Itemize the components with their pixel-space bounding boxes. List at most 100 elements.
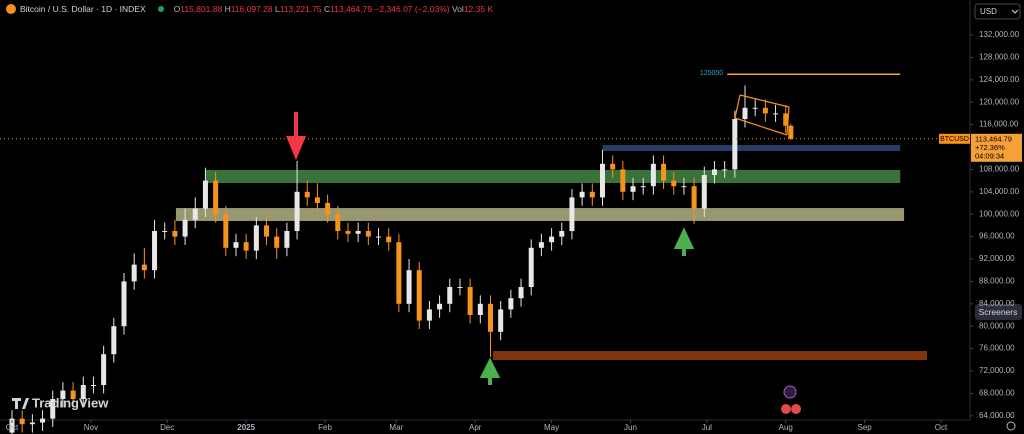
candle-body bbox=[396, 242, 402, 304]
y-tick-label: 128,000.00 bbox=[979, 53, 1020, 62]
currency-button[interactable] bbox=[974, 3, 1021, 20]
candle-body bbox=[426, 309, 432, 321]
level-label: 125000 bbox=[700, 70, 723, 77]
candles bbox=[9, 85, 794, 434]
event-icon[interactable] bbox=[791, 404, 801, 414]
candle-body bbox=[620, 169, 626, 192]
ohlc: O115,801.88 H116,097.28 L113,221.75 C113… bbox=[174, 4, 493, 14]
y-tick-label: 120,000.00 bbox=[979, 97, 1020, 106]
price-tag-countdown: 04:09:34 bbox=[975, 151, 1004, 160]
candle-body bbox=[610, 163, 616, 170]
y-tick-label: 132,000.00 bbox=[979, 30, 1020, 39]
candle-body bbox=[355, 231, 361, 234]
candle-body bbox=[172, 231, 178, 237]
flag-pattern bbox=[734, 94, 790, 136]
x-tick-label: Feb bbox=[318, 423, 332, 432]
field-value: 113,464.79 bbox=[330, 4, 373, 14]
candle-body bbox=[538, 242, 544, 248]
candle-body bbox=[223, 214, 229, 248]
y-tick-label: 80,000.00 bbox=[979, 321, 1015, 330]
volume-value: 12.35 K bbox=[463, 4, 494, 14]
currency-label: USD bbox=[980, 7, 997, 16]
candle-body bbox=[589, 191, 595, 198]
event-icon[interactable] bbox=[783, 385, 797, 399]
candle-body bbox=[742, 107, 748, 119]
x-tick-label: 2025 bbox=[237, 423, 255, 432]
event-icon[interactable] bbox=[781, 404, 791, 414]
candle-body bbox=[274, 236, 280, 248]
zones bbox=[175, 144, 927, 361]
price-tag-label: 113,464.79 bbox=[975, 134, 1012, 143]
candle-body bbox=[60, 390, 66, 399]
candle-body bbox=[264, 225, 270, 237]
candle-body bbox=[762, 107, 768, 114]
field-value: 116,097.28 bbox=[230, 4, 273, 14]
symbol-icon bbox=[6, 4, 16, 14]
candle-body bbox=[335, 214, 341, 231]
candle-body bbox=[121, 281, 127, 327]
candle-body bbox=[773, 113, 779, 115]
y-tick-label: 116,000.00 bbox=[979, 120, 1019, 129]
logo-mark bbox=[12, 398, 29, 409]
field-value: 113,221.75 bbox=[279, 4, 322, 14]
candle-body bbox=[253, 225, 259, 251]
candle-body bbox=[457, 287, 463, 288]
candle-body bbox=[518, 287, 524, 299]
candle-body bbox=[661, 163, 667, 181]
candle-body bbox=[386, 236, 392, 243]
candle-body bbox=[202, 180, 208, 209]
x-tick-label: Jul bbox=[702, 423, 712, 432]
candle-body bbox=[284, 231, 290, 248]
x-tick-label: Aug bbox=[779, 423, 793, 432]
candle-body bbox=[722, 169, 728, 171]
candle-body bbox=[701, 175, 707, 209]
candle-body bbox=[406, 270, 412, 304]
x-tick-label: Oct bbox=[6, 423, 19, 432]
screeners-button[interactable] bbox=[975, 304, 1022, 320]
candle-body bbox=[650, 163, 656, 187]
change: −2,346.07 (−2.03%) bbox=[374, 4, 450, 14]
candle-body bbox=[467, 287, 473, 315]
up-arrow bbox=[479, 357, 501, 385]
candle-body bbox=[345, 231, 351, 234]
field-key: H bbox=[224, 4, 231, 14]
candle-body bbox=[788, 125, 794, 139]
candle-body bbox=[477, 303, 483, 315]
symbol-tag-label: BTCUSD bbox=[940, 136, 969, 143]
candle-body bbox=[50, 399, 56, 419]
candle-body bbox=[19, 418, 25, 425]
candle-body bbox=[416, 270, 422, 321]
candle-body bbox=[304, 191, 310, 198]
down-arrow bbox=[286, 112, 306, 161]
y-tick-label: 72,000.00 bbox=[979, 366, 1015, 375]
candle-body bbox=[528, 247, 534, 287]
field-value: 115,801.88 bbox=[180, 4, 223, 14]
candle-body bbox=[101, 354, 107, 385]
x-tick-label: Mar bbox=[389, 423, 403, 432]
candle-body bbox=[599, 163, 605, 198]
candle-body bbox=[233, 242, 239, 248]
candle-body bbox=[559, 231, 565, 237]
y-tick-label: 68,000.00 bbox=[979, 389, 1015, 398]
chevron bbox=[1011, 9, 1019, 14]
y-tick-label: 84,000.00 bbox=[979, 299, 1015, 308]
field-key: C bbox=[324, 4, 331, 14]
settings-icon[interactable] bbox=[1006, 421, 1016, 431]
zone bbox=[175, 208, 905, 221]
x-tick-label: Jun bbox=[624, 423, 637, 432]
field-key: O bbox=[173, 4, 181, 14]
candle-body bbox=[29, 422, 35, 425]
logo: TradingView bbox=[12, 395, 109, 410]
candle-body bbox=[9, 418, 15, 433]
candle-body bbox=[162, 231, 168, 232]
y-tick-label: 88,000.00 bbox=[979, 277, 1015, 286]
x-tick-label: Apr bbox=[469, 423, 482, 432]
candle-body bbox=[640, 186, 646, 188]
candle-body bbox=[671, 180, 677, 187]
candle-body bbox=[681, 186, 687, 188]
candle-body bbox=[141, 264, 147, 271]
candle-body bbox=[131, 264, 137, 282]
symbol-tag bbox=[939, 133, 970, 144]
candle-body bbox=[437, 303, 443, 310]
